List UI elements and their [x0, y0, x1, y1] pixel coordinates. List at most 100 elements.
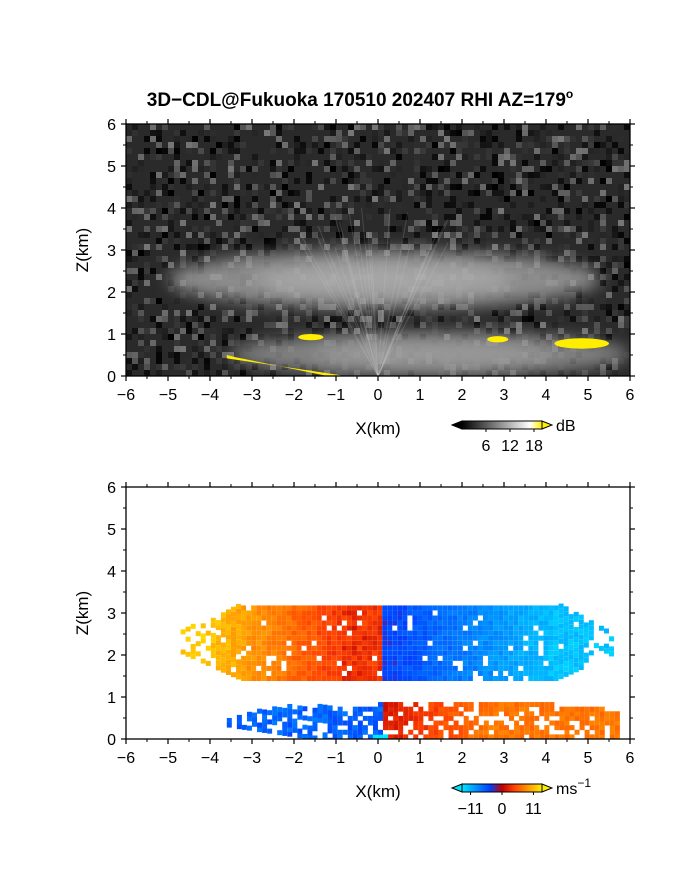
noise-cell — [288, 202, 294, 208]
velocity-cell — [316, 615, 322, 621]
colorbar-unit: dB — [556, 418, 576, 435]
noise-cell — [480, 214, 486, 220]
noise-cell — [612, 196, 618, 202]
velocity-cell — [558, 633, 564, 639]
velocity-cell — [291, 630, 297, 636]
noise-cell — [522, 214, 528, 220]
noise-cell — [474, 154, 480, 160]
velocity-cell — [433, 734, 439, 739]
velocity-cell — [357, 734, 363, 739]
noise-cell — [594, 166, 600, 172]
noise-cell — [306, 214, 312, 220]
velocity-cell — [432, 605, 438, 611]
noise-cell — [126, 286, 132, 292]
velocity-cell — [483, 630, 488, 636]
noise-cell — [204, 172, 210, 178]
velocity-cell — [301, 620, 307, 626]
x-tick-label: −6 — [117, 750, 135, 767]
noise-cell — [600, 226, 606, 232]
velocity-cell — [462, 665, 468, 671]
noise-cell — [144, 226, 150, 232]
velocity-cell — [594, 729, 600, 735]
y-tick-label: 2 — [107, 285, 116, 302]
velocity-cell — [432, 645, 438, 651]
noise-cell — [348, 328, 354, 334]
noise-cell — [360, 244, 366, 250]
velocity-cell — [568, 664, 574, 670]
velocity-cell — [346, 660, 352, 666]
velocity-cell — [246, 725, 252, 731]
velocity-cell — [584, 734, 590, 739]
velocity-cell — [609, 646, 614, 652]
y-tick-label: 4 — [107, 201, 116, 218]
noise-cell — [204, 136, 210, 142]
velocity-cell — [413, 720, 419, 726]
noise-cell — [276, 322, 282, 328]
velocity-cell — [362, 645, 368, 651]
velocity-cell — [377, 620, 383, 626]
x-tick-label: −6 — [117, 387, 135, 404]
velocity-cell — [336, 655, 342, 661]
noise-cell — [396, 316, 402, 322]
velocity-cell — [236, 629, 242, 635]
velocity-cell — [478, 706, 484, 712]
velocity-cell — [392, 645, 398, 651]
velocity-cell — [367, 625, 373, 631]
velocity-cell — [402, 640, 408, 646]
velocity-cell — [478, 702, 484, 708]
velocity-cell — [598, 645, 604, 651]
noise-cell — [276, 130, 282, 136]
velocity-cell — [296, 660, 302, 666]
noise-cell — [180, 130, 186, 136]
velocity-cell — [578, 659, 584, 665]
velocity-cell — [483, 640, 488, 646]
noise-cell — [282, 148, 288, 154]
noise-cell — [438, 190, 444, 196]
noise-cell — [624, 154, 630, 160]
noise-cell — [624, 202, 630, 208]
velocity-cell — [301, 610, 307, 616]
noise-cell — [606, 304, 612, 310]
velocity-cell — [574, 715, 580, 721]
velocity-cell — [341, 615, 347, 621]
noise-cell — [204, 364, 210, 370]
noise-cell — [558, 298, 564, 304]
noise-cell — [246, 238, 252, 244]
velocity-cell — [312, 716, 318, 722]
velocity-cell — [472, 660, 478, 666]
noise-cell — [612, 256, 618, 262]
noise-cell — [336, 232, 342, 238]
noise-cell — [474, 172, 480, 178]
velocity-cell — [493, 660, 499, 666]
velocity-cell — [533, 650, 539, 656]
noise-cell — [192, 346, 198, 352]
noise-cell — [402, 238, 408, 244]
noise-cell — [624, 160, 630, 166]
noise-cell — [534, 328, 540, 334]
velocity-cell — [432, 650, 438, 656]
velocity-cell — [387, 620, 393, 626]
noise-cell — [378, 310, 384, 316]
velocity-cell — [604, 711, 610, 717]
noise-cell — [336, 130, 342, 136]
noise-cell — [330, 208, 336, 214]
velocity-cell — [558, 664, 564, 670]
noise-cell — [444, 202, 450, 208]
velocity-cell — [402, 630, 408, 636]
velocity-cell — [503, 605, 509, 611]
velocity-cell — [614, 715, 620, 721]
noise-cell — [624, 256, 630, 262]
cloud-layer-core-0 — [254, 263, 515, 296]
velocity-cell — [463, 720, 469, 726]
noise-cell — [384, 130, 390, 136]
noise-cell — [354, 322, 360, 328]
x-tick-label: 1 — [416, 750, 425, 767]
velocity-cell — [529, 729, 535, 735]
velocity-cell — [558, 628, 564, 634]
noise-cell — [156, 226, 162, 232]
noise-cell — [306, 226, 312, 232]
velocity-cell — [326, 660, 332, 666]
velocity-cell — [336, 635, 342, 641]
noise-cell — [558, 334, 564, 340]
velocity-cell — [382, 605, 388, 611]
